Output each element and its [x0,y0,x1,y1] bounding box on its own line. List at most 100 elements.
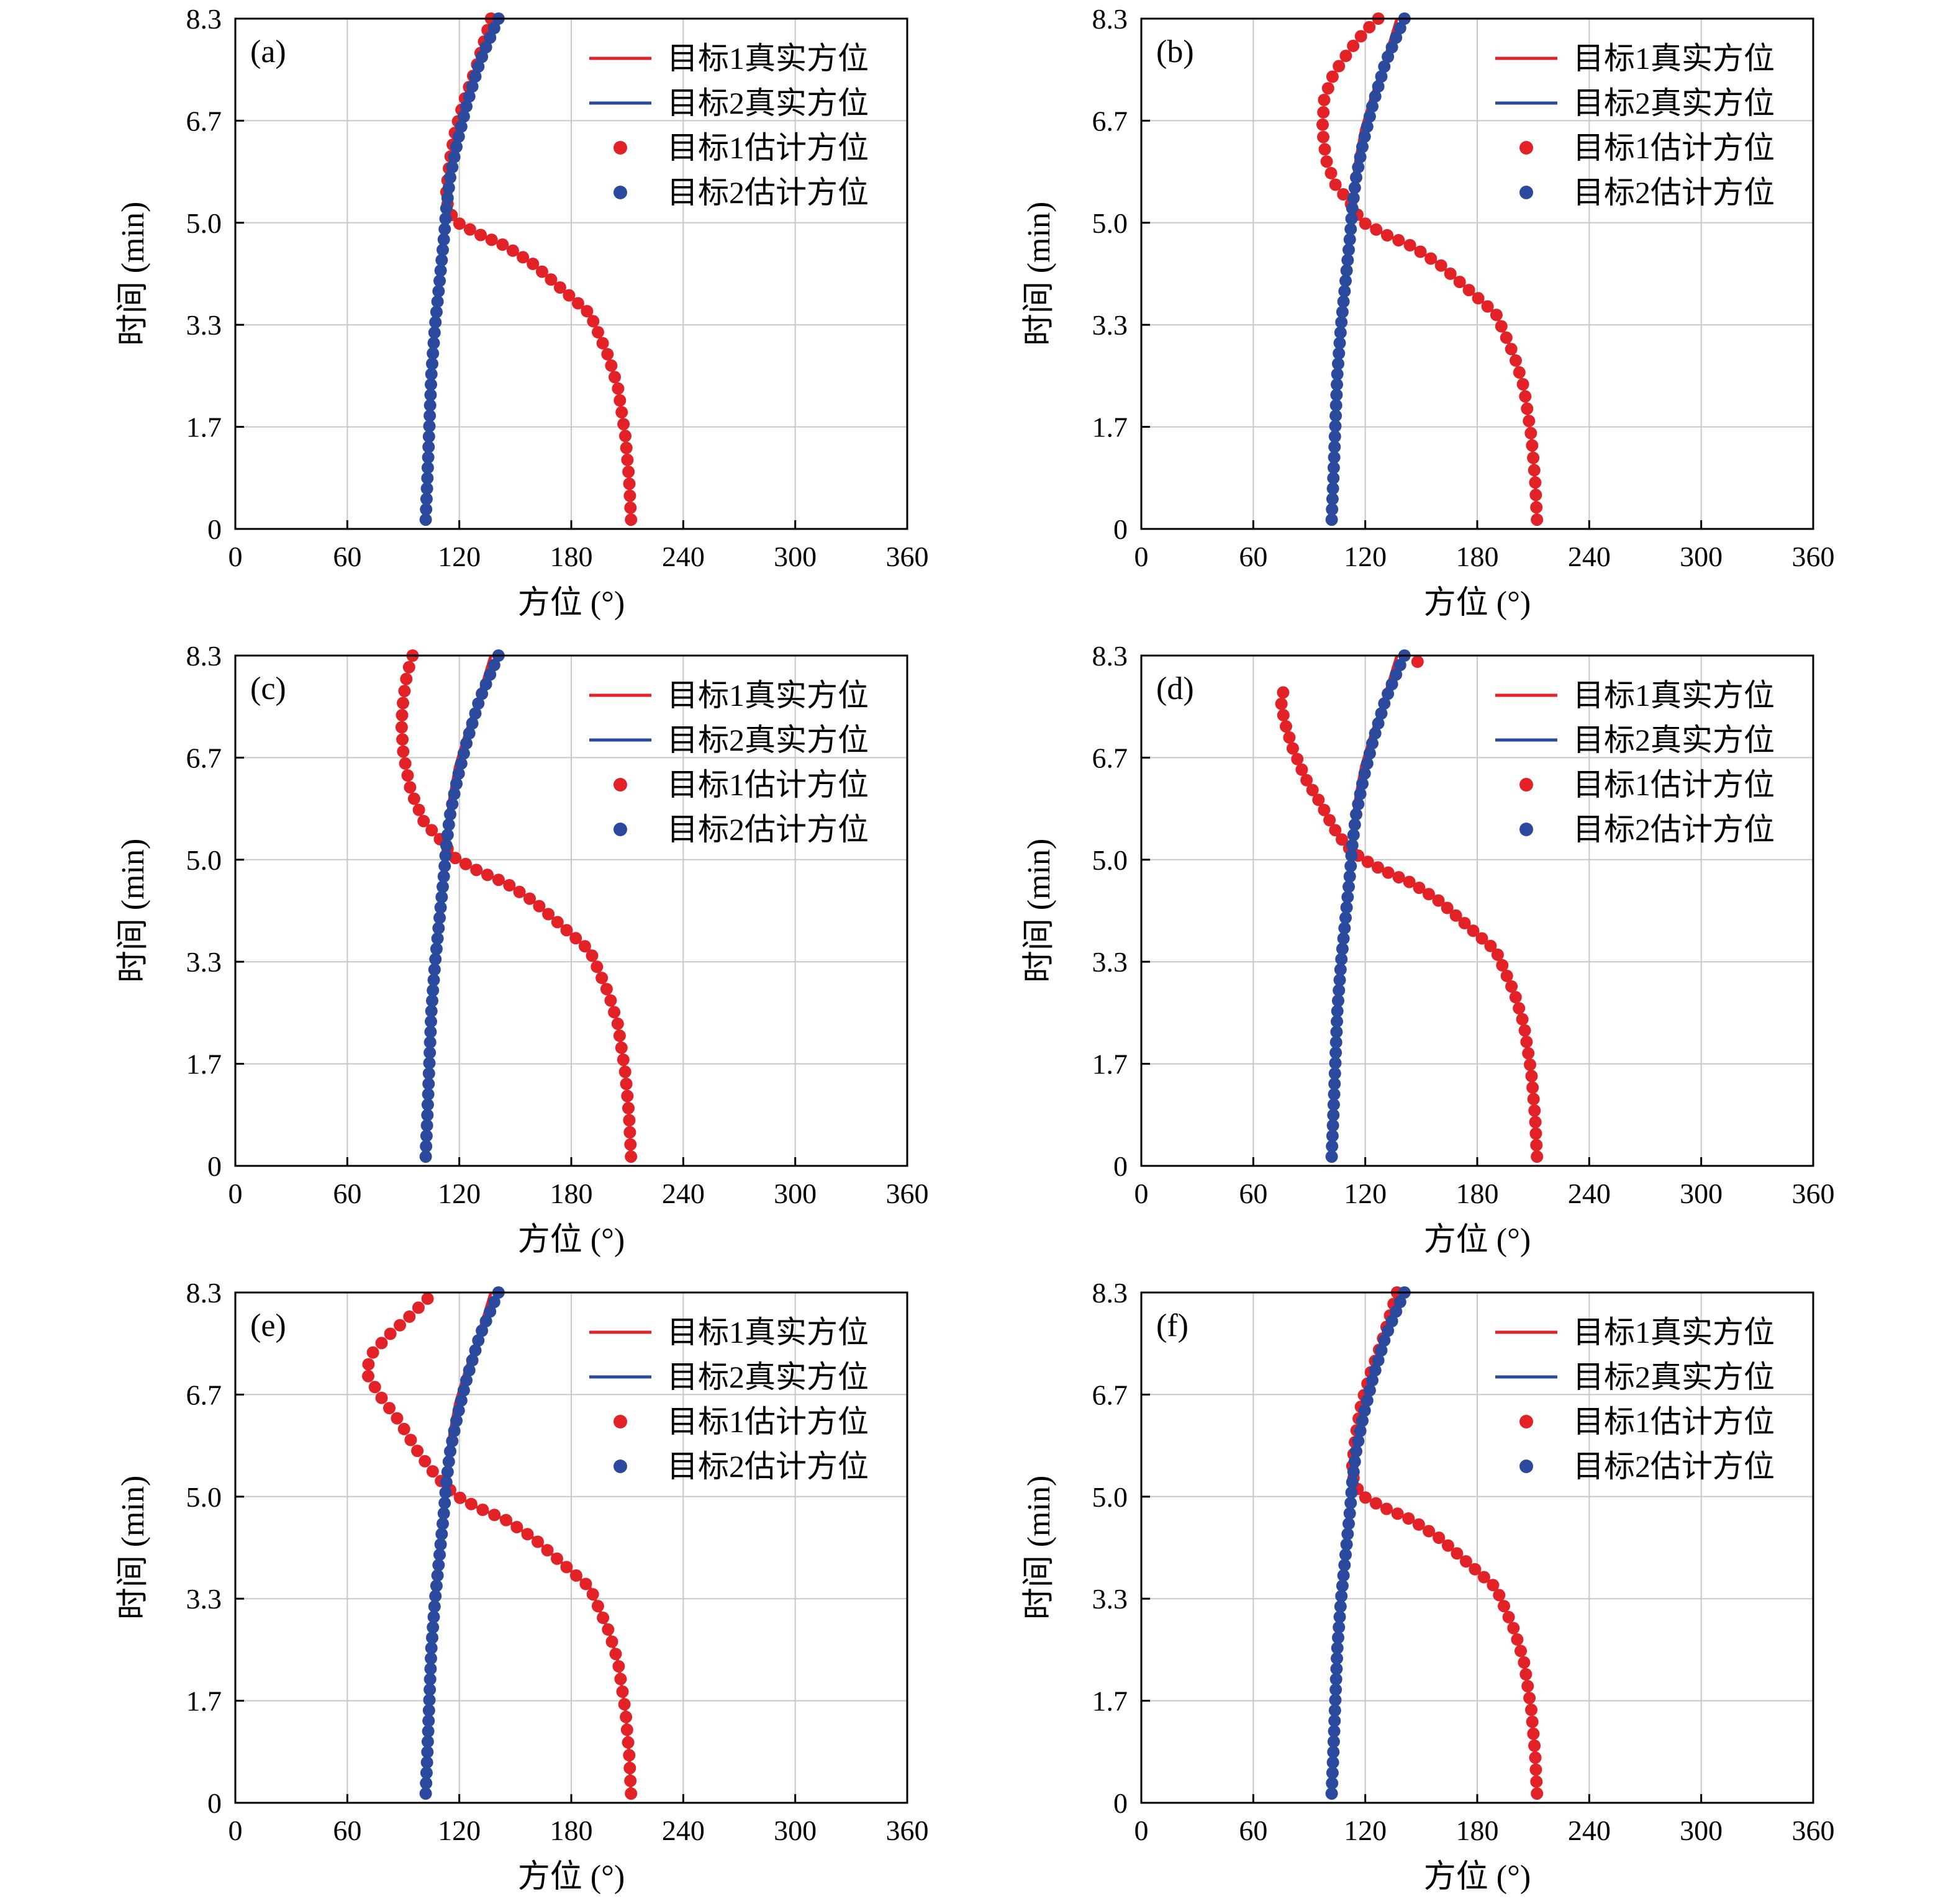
data-point [442,818,455,831]
data-point [396,709,409,721]
data-point [453,1491,466,1504]
data-point [425,368,438,381]
y-axis-title: 时间 (min) [115,202,151,346]
data-point [1513,366,1526,379]
y-tick-label: 3.3 [1092,1583,1128,1615]
data-point [1358,767,1371,780]
data-point [1277,709,1290,721]
data-point [432,922,445,935]
data-point [1333,973,1346,986]
y-tick-label: 6.7 [1092,1379,1128,1410]
data-point [457,110,470,123]
data-point [605,359,618,372]
data-point [1333,984,1346,997]
data-point [1361,757,1374,770]
x-tick-label: 0 [229,1178,243,1209]
data-point [472,60,485,73]
data-point [1363,1384,1376,1397]
data-point [427,973,440,986]
x-tick-label: 300 [1680,541,1723,572]
x-tick-label: 0 [229,1815,243,1846]
data-point [1528,1739,1541,1752]
data-point [1336,1579,1349,1592]
chart-panel: 0 60 120 180 240 300 360 0 1.7 3.3 5.0 6.7 8.3 方位 (°)… [1021,3,1835,621]
data-point [1434,259,1447,272]
data-point [479,1315,492,1328]
data-point [617,418,630,431]
data-point [442,181,455,194]
data-point [470,864,483,877]
data-point [422,1088,435,1101]
data-point [421,1292,434,1305]
data-point [425,378,437,391]
data-point [1333,1621,1346,1634]
data-point [1475,932,1488,945]
data-point [426,358,438,370]
legend-dot-swatch [614,1460,627,1473]
data-point [400,672,413,685]
data-point [1317,130,1329,143]
legend-label: 目标2估计方位 [667,1449,869,1484]
data-point [1531,1150,1544,1163]
data-point [605,1635,618,1648]
data-point [397,1422,410,1435]
data-point [542,908,555,921]
data-point [1369,1364,1382,1377]
data-point [399,757,412,770]
data-point [437,870,450,883]
legend-label: 目标1估计方位 [1573,767,1775,802]
data-point [500,1514,512,1527]
data-point [1330,1026,1343,1039]
x-tick-label: 120 [438,541,481,572]
y-tick-label: 8.3 [186,640,222,672]
data-point [422,451,435,464]
data-point [429,953,442,966]
data-point [1327,1098,1340,1111]
data-point [1516,378,1529,390]
data-point [1372,861,1384,874]
data-point [1524,1058,1536,1071]
data-point [1340,264,1353,277]
data-point [1519,1668,1533,1681]
data-point [1481,300,1494,313]
x-tick-label: 120 [438,1815,481,1846]
legend-label: 目标2估计方位 [667,812,869,847]
data-point [1350,808,1362,821]
x-tick-label: 360 [886,1815,929,1846]
y-tick-label: 5.0 [186,207,222,239]
data-point [587,315,600,328]
data-point [600,983,613,996]
data-point [510,1520,523,1533]
data-point [604,994,617,1007]
data-point [429,316,442,329]
data-point [1518,1024,1531,1037]
data-point [469,70,482,83]
legend-dot-swatch [1519,186,1533,199]
data-point [1338,1559,1351,1572]
data-point [617,1054,630,1067]
data-point [428,326,441,339]
data-point [1328,1714,1341,1727]
data-point [1402,1512,1415,1525]
data-point [375,1391,388,1404]
data-point [1343,870,1356,883]
data-point [1366,1374,1379,1387]
data-point [623,1762,636,1774]
legend-dot-swatch [614,1415,627,1428]
data-point [1336,305,1349,318]
data-point [1320,155,1333,168]
data-point [1459,1555,1472,1568]
data-point [563,289,576,302]
data-point [1344,1497,1357,1510]
data-point [1444,267,1457,280]
data-point [419,1787,432,1800]
x-tick-label: 180 [550,1178,593,1209]
data-point [1472,292,1485,305]
data-point [1335,953,1348,966]
data-point [479,41,492,54]
data-point [1328,440,1341,453]
data-point [431,1569,444,1582]
data-point [433,911,446,924]
legend-label: 目标2估计方位 [1573,812,1775,847]
